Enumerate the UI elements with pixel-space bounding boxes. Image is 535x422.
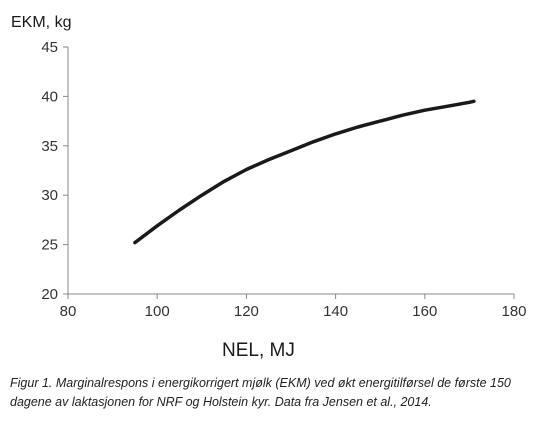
y-tick-label: 25: [41, 237, 58, 254]
x-tick-label: 120: [234, 303, 259, 320]
x-tick-label: 160: [412, 303, 437, 320]
x-axis-title: NEL, MJ: [222, 340, 295, 361]
x-tick-label: 80: [60, 303, 77, 320]
x-tick-label: 140: [323, 303, 348, 320]
series-line: [133, 99, 476, 245]
chart: EKM, kg 20 25 30 35 40 45 80 100 120 140 160 180 N…: [11, 14, 527, 361]
x-tick-label: 180: [501, 303, 526, 320]
y-tick-label: 35: [41, 138, 58, 155]
y-tick-label: 30: [41, 187, 58, 204]
x-ticks: 80 100 120 140 160 180: [60, 294, 527, 320]
y-tick-label: 20: [41, 286, 58, 303]
y-ticks: 20 25 30 35 40 45: [41, 39, 68, 303]
figure-caption: Figur 1. Marginalrespons i energikorrige…: [10, 376, 511, 409]
y-tick-label: 45: [41, 39, 58, 56]
x-tick-label: 100: [145, 303, 170, 320]
y-tick-label: 40: [41, 88, 58, 105]
y-axis-title: EKM, kg: [11, 14, 71, 31]
